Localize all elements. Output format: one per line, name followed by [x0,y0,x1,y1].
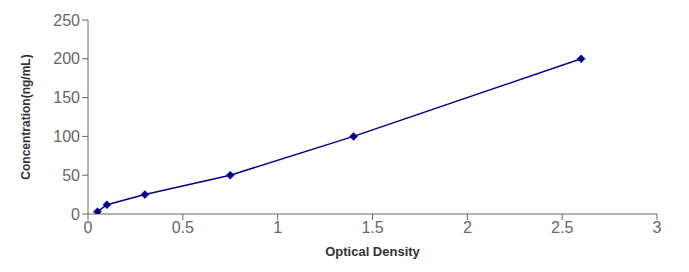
svg-text:Concentration(ng/mL): Concentration(ng/mL) [19,54,33,179]
svg-text:0.5: 0.5 [172,219,194,236]
svg-text:200: 200 [53,50,80,67]
svg-text:0: 0 [84,219,93,236]
svg-text:1.5: 1.5 [361,219,383,236]
svg-text:Optical Density: Optical Density [325,244,420,259]
svg-text:1: 1 [273,219,282,236]
svg-text:2: 2 [463,219,472,236]
svg-text:2.5: 2.5 [551,219,573,236]
svg-text:250: 250 [53,12,80,29]
svg-text:100: 100 [53,128,80,145]
svg-text:0: 0 [71,206,80,223]
svg-text:3: 3 [653,219,662,236]
svg-text:50: 50 [62,167,80,184]
svg-text:150: 150 [53,89,80,106]
